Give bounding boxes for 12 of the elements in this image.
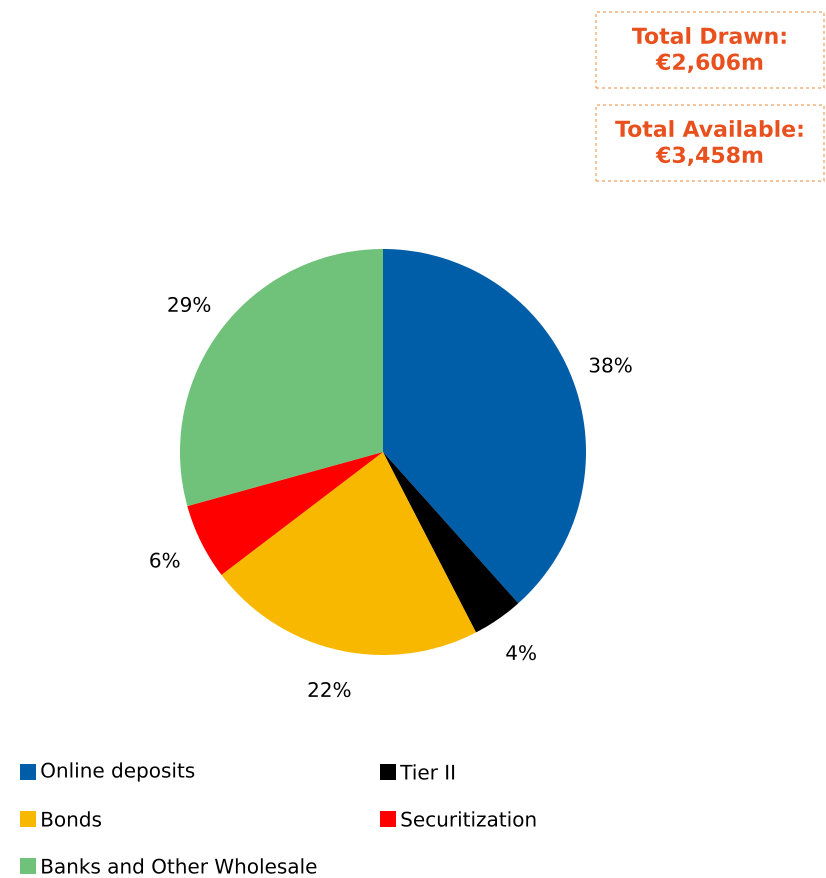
legend-label: Banks and Other Wholesale <box>42 858 316 874</box>
data-label: 6% <box>150 552 180 568</box>
data-label: 38% <box>590 358 632 373</box>
legend-label: Securitization <box>402 811 536 827</box>
data-label: 22% <box>308 682 350 698</box>
data-label: 4% <box>506 645 536 660</box>
legend-label: Tier II <box>400 764 454 780</box>
legend-label: Bonds <box>42 811 101 827</box>
data-label: 29% <box>168 296 210 312</box>
text: Total Available: €3,458m <box>615 120 802 166</box>
legend-label: Online deposits <box>41 762 194 782</box>
text: Total Drawn: €2,606m <box>632 27 786 73</box>
